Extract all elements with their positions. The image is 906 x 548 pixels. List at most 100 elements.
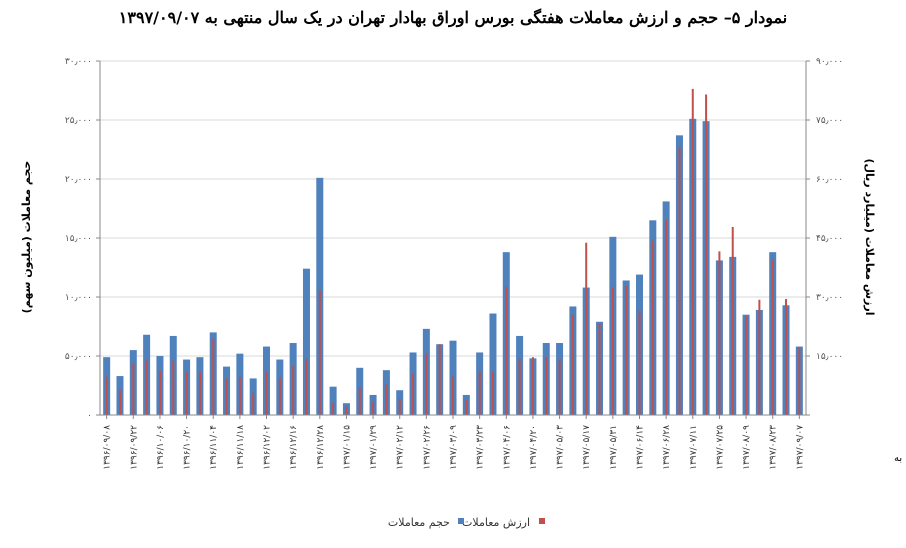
- bar-value: [105, 376, 108, 415]
- bar-value: [452, 376, 454, 415]
- bar-value: [611, 287, 614, 415]
- y-tick-right: ۹۰٫۰۰۰: [816, 57, 843, 67]
- bar-value: [212, 338, 215, 415]
- x-tick-label: ۱۳۹۶/۱۱/۱۸: [236, 425, 246, 470]
- bar-value: [198, 371, 201, 415]
- x-tick-label: ۱۳۹۷/۰۲/۲۶: [422, 425, 432, 470]
- x-ticks: ۱۳۹۶/۰۹/۰۸ ۱۳۹۶/۰۹/۲۲ ۱۳۹۶/۱۰/۰۶ ۱۳۹۶/۱۰/۲۰…: [103, 415, 805, 470]
- x-tick-label: ۱۳۹۷/۰۳/۰۹: [449, 425, 459, 470]
- bar-value: [478, 371, 481, 415]
- x-tick-label: ۱۳۹۷/۰۸/۲۳: [769, 425, 779, 470]
- x-tick-label: ۱۳۹۷/۰۵/۰۳: [556, 425, 566, 470]
- bar-volume: [329, 386, 337, 415]
- x-tick-label: ۱۳۹۷/۰۶/۲۸: [662, 425, 672, 470]
- bar-value: [518, 358, 521, 415]
- bar-value: [798, 347, 801, 415]
- bars: [103, 88, 803, 416]
- bar-value: [745, 316, 748, 415]
- ticks: ۰ ۵۰٫۰۰۰ ۱۵٫۰۰۰ ۱۰٫۰۰۰ ۳۰٫۰۰۰ ۱۵٫۰۰۰ ۴۵٫۰۰۰ ۲۰٫…: [65, 57, 843, 421]
- y-tick-right: ۱۵٫۰۰۰: [816, 352, 843, 362]
- legend-label-volume: حجم معاملات: [388, 516, 450, 529]
- bar-value: [398, 398, 401, 415]
- x-tick-label: ۱۳۹۷/۰۳/۲۳: [476, 425, 486, 470]
- bar-value: [505, 286, 508, 415]
- bar-value: [705, 94, 708, 415]
- bar-value: [771, 259, 774, 415]
- x-tick-label: ۱۳۹۶/۱۱/۰۴: [209, 425, 219, 470]
- y-axis-title-left: حجم معاملات (میلیون سهم): [20, 161, 33, 314]
- x-tick-label: ۱۳۹۷/۰۶/۱۴: [635, 425, 645, 470]
- bar-value: [318, 290, 321, 415]
- bar-value: [345, 406, 348, 415]
- bar-value: [531, 357, 534, 415]
- bar-value: [625, 285, 628, 415]
- bar-value: [731, 226, 734, 415]
- x-tick-label: ۱۳۹۷/۰۷/۱۱: [689, 425, 699, 470]
- bar-value: [265, 371, 268, 415]
- bar-value: [651, 240, 654, 415]
- bar-value: [132, 363, 135, 415]
- bar-value: [158, 370, 161, 415]
- x-tick-label: ۱۳۹۷/۰۸/۰۹: [742, 425, 752, 470]
- bar-value: [252, 392, 255, 415]
- x-tick-label: ۱۳۹۷/۰۵/۳۱: [609, 425, 619, 470]
- x-tick-label: ۱۳۹۶/۱۰/۲۰: [183, 425, 193, 470]
- bar-value: [438, 344, 441, 415]
- bar-value: [571, 314, 574, 415]
- bar-value: [278, 377, 281, 415]
- bar-value: [491, 371, 494, 415]
- legend: ارزش معاملات حجم معاملات: [388, 516, 545, 529]
- x-tick-label: ۱۳۹۷/۰۱/۱۵: [342, 425, 352, 470]
- y-tick-right: ۳۰٫۰۰۰: [816, 293, 843, 303]
- x-tick-label: ۱۳۹۷/۰۹/۰۷: [795, 425, 805, 470]
- y-tick-left: ۲۰٫۰۰۰: [65, 175, 92, 185]
- bar-value: [372, 401, 375, 415]
- bar-value: [598, 323, 601, 415]
- y-tick-left: ۱۵٫۰۰۰: [65, 234, 92, 244]
- bar-value: [292, 365, 295, 415]
- bar-value: [425, 354, 428, 415]
- bar-volume: [302, 268, 310, 415]
- x-tick-label: ۱۳۹۷/۰۴/۲۰: [529, 425, 539, 470]
- bar-value: [545, 356, 548, 415]
- bar-volume: [489, 313, 497, 415]
- x-axis-title: هفته منتهی به: [894, 453, 906, 464]
- bar-value: [118, 390, 121, 415]
- bar-value: [758, 299, 761, 415]
- y-tick-left: ۰: [87, 411, 92, 421]
- bar-value: [185, 372, 188, 415]
- legend-swatch-volume: [458, 518, 464, 524]
- bar-value: [558, 359, 561, 415]
- y-tick-left: ۲۵٫۰۰۰: [65, 116, 92, 126]
- x-tick-label: ۱۳۹۶/۰۹/۲۲: [129, 425, 139, 470]
- legend-label-value: ارزش معاملات: [462, 516, 530, 529]
- y-tick-right: ۴۵٫۰۰۰: [816, 234, 843, 244]
- bar-value: [785, 298, 788, 415]
- bar-value: [358, 387, 361, 415]
- y-tick-right: ۶۰٫۰۰۰: [816, 175, 843, 185]
- bar-value: [172, 360, 175, 415]
- y-tick-left: ۱۰٫۰۰۰: [65, 293, 92, 303]
- bar-value: [225, 378, 228, 415]
- x-tick-label: ۱۳۹۶/۱۲/۲۸: [316, 425, 326, 470]
- bar-value: [718, 251, 721, 415]
- bar-value: [678, 146, 681, 415]
- x-tick-label: ۱۳۹۶/۱۲/۱۶: [289, 425, 299, 470]
- bar-value: [665, 219, 668, 415]
- x-tick-label: ۱۳۹۷/۰۱/۲۹: [369, 425, 379, 470]
- x-tick-label: ۱۳۹۷/۰۲/۱۲: [396, 425, 406, 470]
- x-tick-label: ۱۳۹۷/۰۵/۱۷: [582, 425, 592, 470]
- x-tick-label: ۱۳۹۷/۰۴/۰۶: [502, 425, 512, 470]
- x-tick-label: ۱۳۹۶/۱۰/۰۶: [156, 425, 166, 470]
- bar-value: [238, 377, 241, 415]
- y-tick-left: ۳۰٫۰۰۰: [65, 57, 92, 67]
- bar-value: [305, 358, 308, 415]
- y-tick-left: ۵۰٫۰۰۰: [65, 352, 92, 362]
- x-tick-label: ۱۳۹۷/۰۷/۲۵: [715, 425, 725, 470]
- bar-value: [691, 88, 694, 415]
- bar-value: [145, 360, 148, 415]
- bar-value: [385, 384, 388, 415]
- bar-value: [332, 402, 335, 415]
- chart-title: نمودار ۵– حجم و ارزش معاملات هفتگی بورس …: [118, 8, 788, 27]
